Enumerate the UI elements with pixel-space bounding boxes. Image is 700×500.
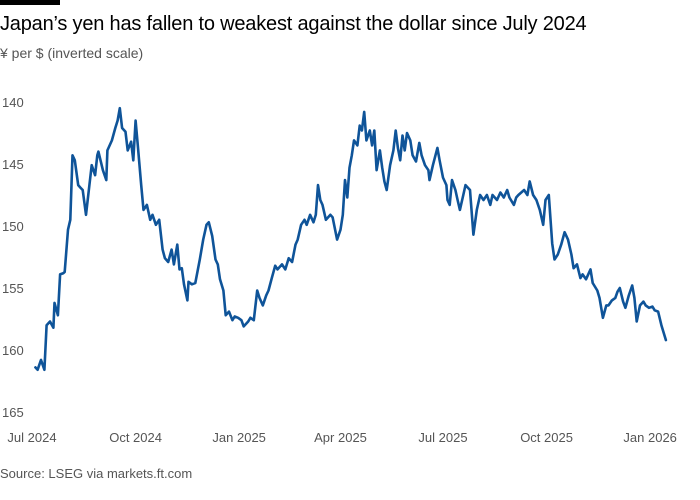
x-tick-label: Apr 2025 <box>314 430 367 445</box>
x-tick-label: Jul 2024 <box>7 430 56 445</box>
brand-bar <box>0 0 60 5</box>
y-tick-label: 140 <box>2 95 24 110</box>
x-tick-label: Jan 2026 <box>623 430 677 445</box>
source-note: Source: LSEG via markets.ft.com <box>0 466 193 481</box>
chart-subtitle: ¥ per $ (inverted scale) <box>0 45 144 61</box>
x-tick-label: Jul 2025 <box>418 430 467 445</box>
y-tick-label: 145 <box>2 157 24 172</box>
y-tick-label: 150 <box>2 219 24 234</box>
y-tick-label: 155 <box>2 281 24 296</box>
chart-title: Japan’s yen has fallen to weakest agains… <box>0 13 587 35</box>
y-tick-label: 160 <box>2 343 24 358</box>
y-tick-label: 165 <box>2 405 24 420</box>
x-tick-label: Oct 2024 <box>109 430 162 445</box>
x-tick-label: Jan 2025 <box>212 430 266 445</box>
x-tick-label: Oct 2025 <box>520 430 573 445</box>
series-line <box>34 106 668 372</box>
